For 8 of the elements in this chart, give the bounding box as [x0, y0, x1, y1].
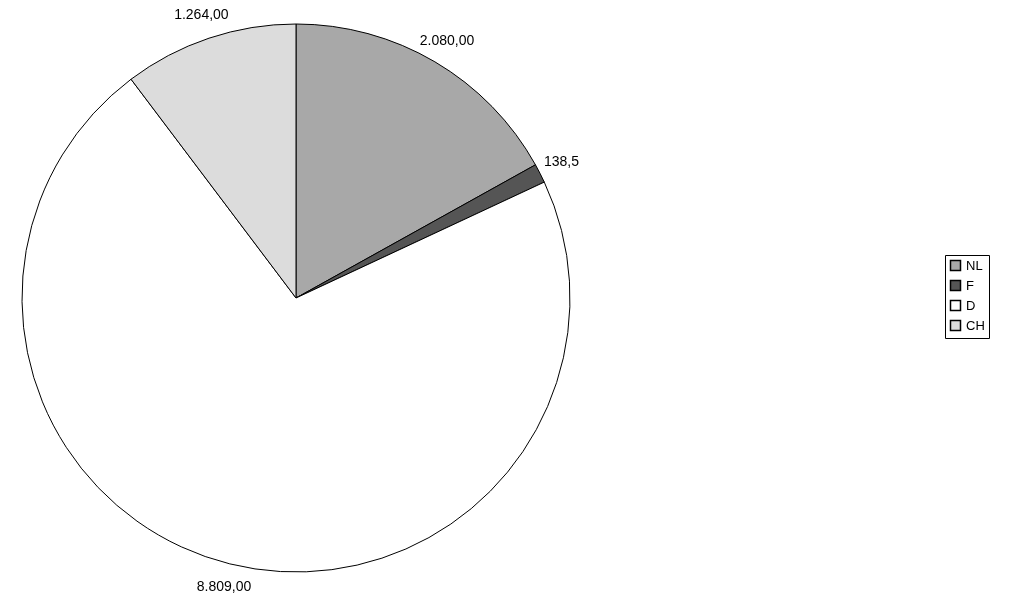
data-label: 1.264,00 [174, 6, 229, 23]
data-label: 2.080,00 [419, 32, 475, 49]
legend-label: NL [966, 257, 983, 273]
data-label: 8.809,00 [196, 578, 252, 595]
legend-label: F [966, 277, 974, 293]
legend-label: D [966, 297, 976, 313]
data-label: 138,5 [543, 153, 580, 170]
legend-label: CH [966, 317, 985, 333]
